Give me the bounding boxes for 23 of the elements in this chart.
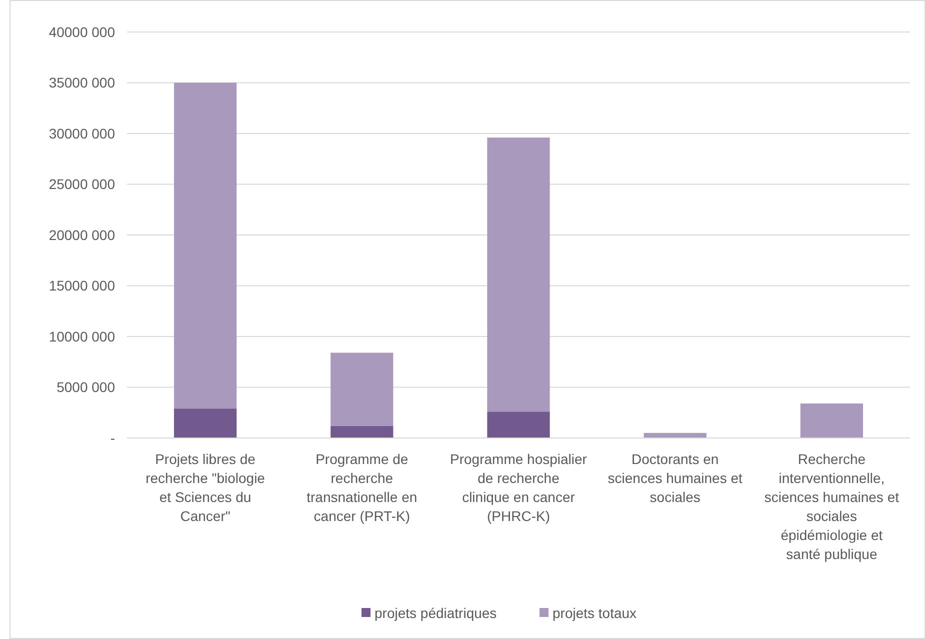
y-tick-label: 30000 000 [48,125,116,142]
y-tick-label: - [110,430,116,446]
bar [800,403,864,438]
x-tick-label: Doctorants en sciences humaines et sociales [608,451,743,505]
x-tick-label: Projets libres de recherche "biologie et Sciences du Cancer" [146,451,266,524]
y-tick-label: 15000 000 [48,278,116,294]
y-tick-label: 20000 000 [48,226,116,243]
y-tick-label: 5000 000 [56,379,116,396]
bar [174,82,237,409]
x-tick-label: Programme de recherche transnationelle en cancer (PRT-K) [306,451,418,524]
bar [487,412,550,438]
x-tick-label: Recherche interventionnelle, sciences humaines et sociales épidémiologie et santé publique [764,451,900,562]
y-tick-label: 25000 000 [48,176,116,192]
bar [330,352,394,426]
bar [330,426,394,438]
x-tick-label: Programme hospialier de recherche clinique en cancer (PHRC-K) [450,451,588,524]
legend-label: projets totaux [552,604,637,621]
y-tick-label: 35000 000 [48,74,116,91]
y-tick-label: 40000 000 [48,24,116,40]
bar [174,408,237,438]
legend-label: projets pédiatriques [374,604,497,621]
y-tick-label: 10000 000 [48,328,116,344]
bar [487,138,550,412]
